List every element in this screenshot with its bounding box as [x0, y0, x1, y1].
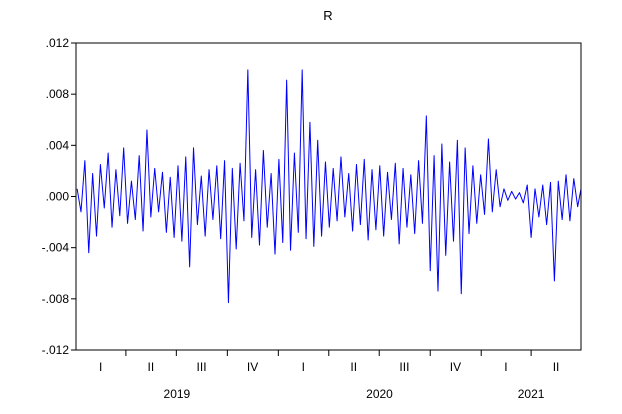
x-quarter-label: IV	[247, 360, 258, 374]
x-quarter-label: II	[147, 360, 154, 374]
y-tick-label: .004	[46, 138, 70, 152]
y-tick-label: .008	[46, 87, 70, 101]
y-tick-label: -.008	[42, 292, 70, 306]
plot-frame	[75, 42, 582, 351]
x-quarter-label: I	[302, 360, 305, 374]
x-year-label: 2020	[366, 387, 393, 401]
x-quarter-label: IV	[450, 360, 461, 374]
x-quarter-label: II	[350, 360, 357, 374]
x-quarter-label: I	[99, 360, 102, 374]
x-quarter-label: III	[399, 360, 409, 374]
y-tick-label: .012	[46, 36, 70, 50]
x-quarter-label: III	[197, 360, 207, 374]
y-axis: .012 .008 .004 .000 -.004 -.008 -.012	[42, 36, 76, 357]
x-quarter-label: I	[504, 360, 507, 374]
x-year-label: 2019	[164, 387, 191, 401]
series-line	[76, 69, 582, 304]
x-year-label: 2021	[518, 387, 545, 401]
series-layer	[76, 69, 582, 304]
x-quarter-label: II	[553, 360, 560, 374]
chart-title: R	[323, 8, 332, 23]
y-tick-label: .000	[46, 190, 70, 204]
y-tick-label: -.012	[42, 343, 70, 357]
y-tick-label: -.004	[42, 241, 70, 255]
